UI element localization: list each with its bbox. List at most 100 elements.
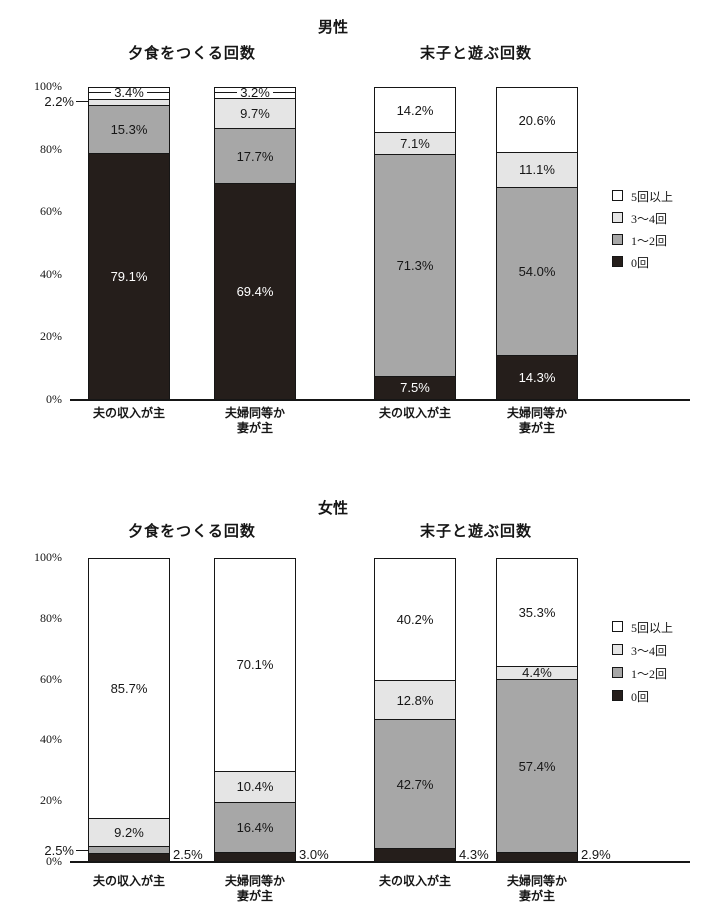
segment-value-label: 4.3%: [459, 847, 489, 862]
segment-value-label: 9.2%: [114, 824, 144, 840]
y-axis-tick-label: 0%: [46, 392, 62, 406]
category-label: 夫婦同等か 妻が主: [190, 874, 320, 904]
bar-segment-3〜4回: 4.4%: [497, 665, 577, 679]
bar-segment-0回: 14.3%: [497, 354, 577, 399]
bar-segment-3〜4回: 12.8%: [375, 680, 455, 720]
bar-segment-3〜4回: 9.7%: [215, 97, 295, 129]
category-label-line: 夫婦同等か: [224, 406, 285, 420]
segment-value-label: 7.5%: [400, 380, 430, 396]
bar-segment-1〜2回: 16.4%: [215, 802, 295, 852]
category-label-line: 妻が主: [518, 421, 555, 435]
bar-segment-5回以上: 14.2%: [375, 88, 455, 133]
x-axis-baseline: [70, 861, 690, 863]
bar-segment-0回: [497, 852, 577, 861]
category-label-line: 夫の収入が主: [92, 406, 165, 420]
category-label: 夫の収入が主: [64, 874, 194, 889]
segment-value-label: 9.7%: [240, 106, 270, 122]
bar-segment-3〜4回: 9.2%: [89, 817, 169, 846]
bar-segment-1〜2回: [89, 845, 169, 854]
category-label-line: 夫婦同等か: [506, 406, 567, 420]
segment-value-label: 40.2%: [396, 612, 434, 628]
bar-segment-0回: [215, 851, 295, 861]
legend-swatch-1〜2回: [612, 234, 623, 245]
leader-line: [272, 91, 297, 93]
segment-value-label: 42.7%: [396, 776, 434, 792]
bar-segment-5回以上: [89, 88, 169, 99]
chart-title: 末子と遊ぶ回数: [419, 46, 532, 62]
segment-value-label: 71.3%: [396, 258, 434, 274]
category-label: 夫婦同等か 妻が主: [472, 406, 602, 436]
segment-value-label: 2.5%: [44, 843, 74, 859]
leader-line: [214, 91, 238, 93]
bar-segment-1〜2回: 71.3%: [375, 154, 455, 376]
segment-value-label: 54.0%: [518, 263, 556, 279]
segment-value-label: 14.2%: [396, 102, 434, 118]
stacked-bar: 15.3% 79.1%: [88, 87, 170, 400]
stacked-bar: 9.7% 17.7% 69.4%: [214, 87, 296, 400]
stacked-bar: 40.2% 12.8% 42.7%: [374, 558, 456, 862]
leader-line: [76, 100, 88, 102]
category-label-line: 夫婦同等か: [506, 874, 567, 888]
y-axis-tick-label: 60%: [40, 671, 62, 686]
segment-value-label: 85.7%: [110, 680, 148, 696]
segment-value-label: 14.3%: [518, 369, 556, 385]
bar-segment-3〜4回: 11.1%: [497, 152, 577, 187]
legend-label: 1〜2回: [631, 667, 668, 681]
stacked-bar: 70.1% 10.4% 16.4%: [214, 558, 296, 862]
legend-swatch-0回: [612, 690, 623, 701]
category-label-line: 夫の収入が主: [378, 874, 451, 888]
bar-segment-0回: 79.1%: [89, 152, 169, 399]
segment-value-label: 69.4%: [236, 284, 274, 300]
stacked-bar: 14.2% 7.1% 71.3% 7.5%: [374, 87, 456, 400]
segment-value-label: 11.1%: [519, 162, 555, 178]
segment-value-label: 35.3%: [518, 604, 556, 620]
chart-title: 夕食をつくる回数: [128, 46, 256, 62]
segment-value-label: 7.1%: [400, 136, 430, 152]
bar-segment-5回以上: 70.1%: [215, 559, 295, 771]
bar-segment-1〜2回: 15.3%: [89, 105, 169, 153]
panel-title: 女性: [317, 500, 348, 517]
leader-line: [76, 850, 88, 852]
segment-value-label: 79.1%: [110, 268, 148, 284]
y-axis-tick-label: 100%: [34, 79, 62, 93]
bar-segment-5回以上: 20.6%: [497, 88, 577, 153]
segment-label-callout: 2.5%: [0, 844, 88, 858]
x-axis-baseline: [70, 399, 690, 401]
y-axis-tick-label: 60%: [40, 204, 62, 219]
category-label: 夫の収入が主: [64, 406, 194, 421]
segment-value-label: 70.1%: [236, 657, 274, 673]
bar-segment-1〜2回: 54.0%: [497, 186, 577, 355]
y-axis-tick-label: 80%: [40, 610, 62, 625]
segment-value-label: 3.0%: [299, 847, 329, 862]
stacked-bar: 85.7% 9.2%: [88, 558, 170, 862]
chart-title: 末子と遊ぶ回数: [419, 524, 532, 540]
y-axis-tick-label: 40%: [40, 732, 62, 747]
legend-label: 5回以上: [631, 190, 674, 204]
category-label: 夫婦同等か 妻が主: [190, 406, 320, 436]
segment-value-label: 2.2%: [44, 93, 74, 109]
legend-label: 1〜2回: [631, 234, 668, 248]
chart-title: 夕食をつくる回数: [128, 524, 256, 540]
legend-label: 0回: [631, 256, 650, 270]
bar-segment-3〜4回: 10.4%: [215, 770, 295, 803]
legend-label: 5回以上: [631, 621, 674, 635]
y-axis-tick-label: 20%: [40, 793, 62, 808]
bar-segment-5回以上: [215, 88, 295, 98]
legend-swatch-5回以上: [612, 621, 623, 632]
segment-value-label: 2.9%: [581, 847, 611, 862]
bar-segment-5回以上: 35.3%: [497, 559, 577, 666]
bar-segment-1〜2回: 57.4%: [497, 678, 577, 853]
leader-line: [146, 91, 171, 93]
bar-segment-0回: 7.5%: [375, 375, 455, 399]
legend-label: 3〜4回: [631, 212, 668, 226]
y-axis-tick-label: 20%: [40, 329, 62, 344]
segment-value-label: 20.6%: [518, 112, 556, 128]
leader-line: [88, 91, 112, 93]
category-label-line: 妻が主: [236, 421, 273, 435]
legend-swatch-5回以上: [612, 190, 623, 201]
stacked-bar: 35.3% 4.4% 57.4%: [496, 558, 578, 862]
segment-label-callout: 3.4%: [88, 85, 171, 99]
y-axis-tick-label: 40%: [40, 266, 62, 281]
legend-label: 0回: [631, 690, 650, 704]
